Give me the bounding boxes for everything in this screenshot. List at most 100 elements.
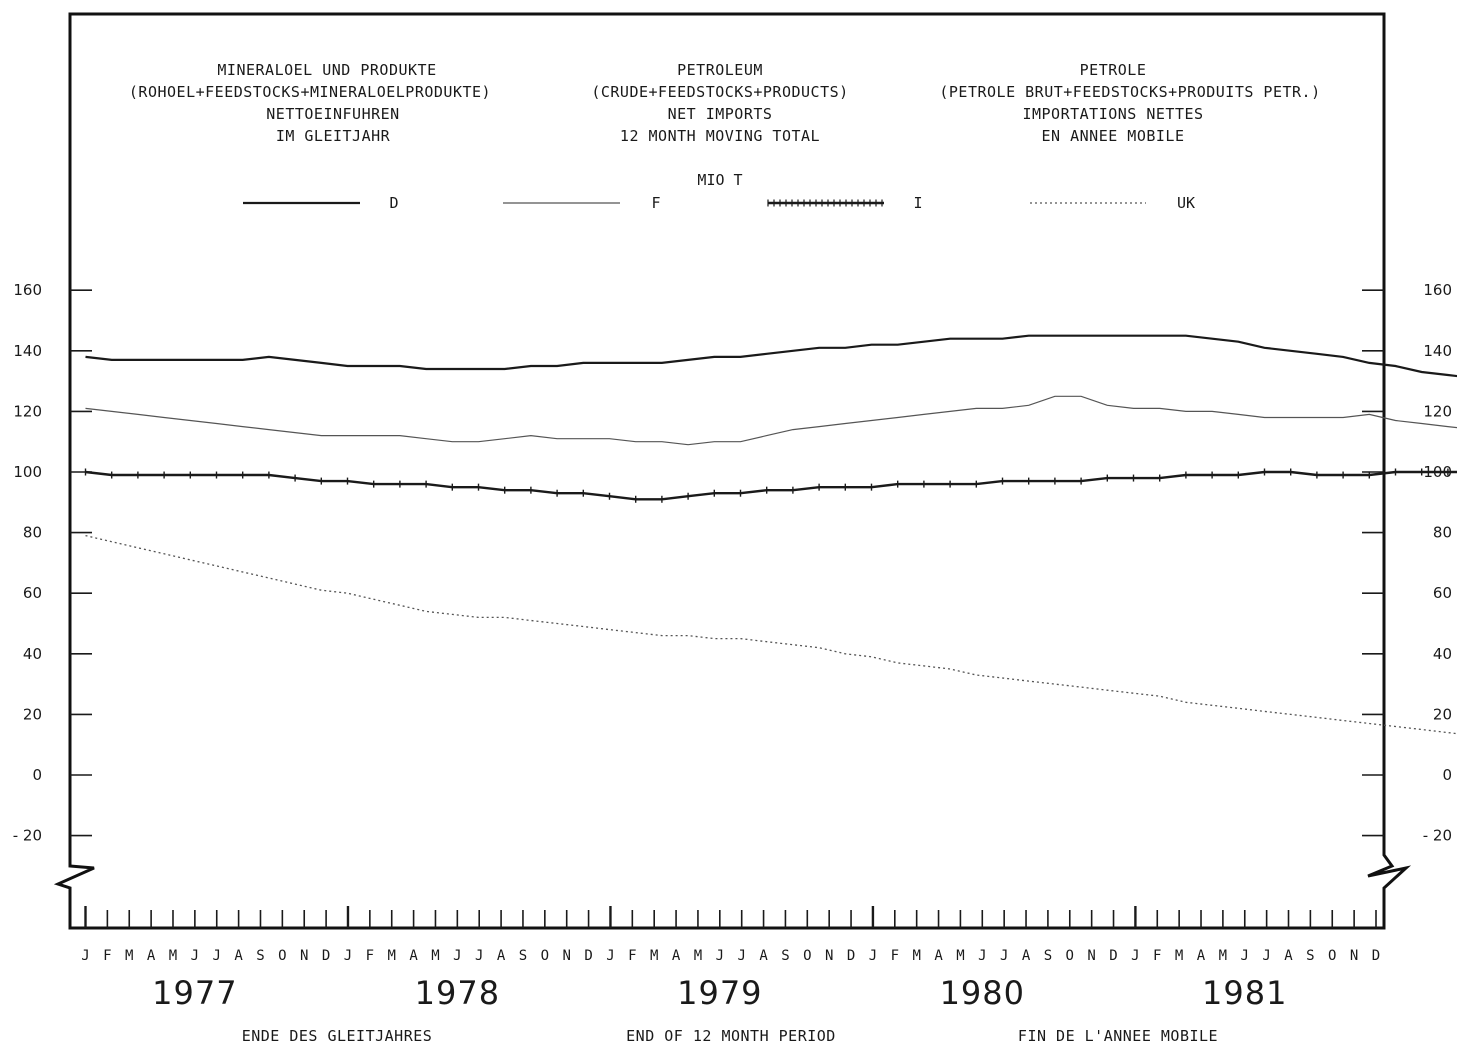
x-month-label: N <box>825 948 833 964</box>
x-month-label: D <box>847 948 855 964</box>
x-month-label: J <box>453 948 461 964</box>
header-en-line-1: PETROLEUM <box>677 61 763 79</box>
x-month-label: F <box>891 948 899 964</box>
series-d <box>85 334 1457 378</box>
legend-item-f: F <box>503 194 661 212</box>
x-month-label: F <box>366 948 374 964</box>
y-tick-label-left: 60 <box>23 584 42 602</box>
y-tick-label-left: 140 <box>13 342 42 360</box>
x-month-label: M <box>125 948 133 964</box>
x-year-label: 1979 <box>677 974 762 1012</box>
header-de-line-2: (ROHOEL+FEEDSTOCKS+MINERALOELPRODUKTE) <box>129 83 491 101</box>
y-tick-label-right: 140 <box>1423 342 1452 360</box>
x-month-label: M <box>912 948 920 964</box>
x-month-label: D <box>1109 948 1117 964</box>
series-i <box>84 468 1457 503</box>
x-year-label: 1977 <box>152 974 237 1012</box>
x-month-label: A <box>1284 948 1293 964</box>
y-tick-label-left: 160 <box>13 281 42 299</box>
y-tick-label-left: - 20 <box>13 827 42 845</box>
header-french: PETROLE (PETROLE BRUT+FEEDSTOCKS+PRODUIT… <box>939 61 1320 145</box>
x-month-label: M <box>1175 948 1183 964</box>
footer-fr: FIN DE L'ANNEE MOBILE <box>1018 1027 1218 1043</box>
header-en-line-4: 12 MONTH MOVING TOTAL <box>620 127 820 145</box>
x-year-label: 1980 <box>940 974 1025 1012</box>
series-line-i <box>85 470 1457 501</box>
x-month-label: A <box>934 948 943 964</box>
y-tick-label-right: 40 <box>1433 645 1452 663</box>
x-month-label: A <box>1197 948 1206 964</box>
y-tick-label-right: 60 <box>1433 584 1452 602</box>
x-month-label: A <box>1022 948 1031 964</box>
x-month-label: A <box>759 948 768 964</box>
x-month-label: J <box>1131 948 1139 964</box>
x-month-label: J <box>344 948 352 964</box>
y-tick-label-left: 100 <box>13 463 42 481</box>
chart-frame <box>53 12 1412 930</box>
x-month-label: J <box>191 948 199 964</box>
x-month-label: D <box>1372 948 1380 964</box>
header-en-line-2: (CRUDE+FEEDSTOCKS+PRODUCTS) <box>591 83 848 101</box>
y-tick-label-right: 120 <box>1423 402 1452 420</box>
x-month-label: J <box>81 948 89 964</box>
plot-area <box>84 334 1457 735</box>
x-month-label: S <box>781 948 789 964</box>
x-month-label: S <box>256 948 264 964</box>
footer: ENDE DES GLEITJAHRES END OF 12 MONTH PER… <box>242 1027 1218 1043</box>
x-month-label: N <box>562 948 570 964</box>
x-month-label: O <box>1328 948 1336 964</box>
x-month-label: J <box>737 948 745 964</box>
x-month-label: D <box>322 948 330 964</box>
x-month-label: M <box>650 948 658 964</box>
footer-en: END OF 12 MONTH PERIOD <box>626 1027 836 1043</box>
series-line-d <box>85 334 1457 378</box>
x-month-label: N <box>1087 948 1095 964</box>
x-month-label: O <box>803 948 811 964</box>
legend-label: D <box>389 194 398 212</box>
legend-item-uk: UK <box>1030 194 1195 212</box>
legend-label: UK <box>1177 194 1195 212</box>
x-month-label: M <box>956 948 964 964</box>
x-month-label: J <box>1241 948 1249 964</box>
x-month-label: J <box>869 948 877 964</box>
legend-item-i: I <box>767 194 923 212</box>
x-month-label: M <box>388 948 396 964</box>
x-month-label: S <box>519 948 527 964</box>
header-english: PETROLEUM (CRUDE+FEEDSTOCKS+PRODUCTS) NE… <box>591 61 848 145</box>
legend-label: F <box>651 194 660 212</box>
y-tick-label-left: 40 <box>23 645 42 663</box>
x-month-label: F <box>628 948 636 964</box>
y-tick-label-right: 80 <box>1433 524 1452 542</box>
x-month-label: J <box>213 948 221 964</box>
header-fr-line-3: IMPORTATIONS NETTES <box>1022 105 1203 123</box>
x-month-label: A <box>497 948 506 964</box>
x-month-label: A <box>672 948 681 964</box>
x-month-label: N <box>1350 948 1358 964</box>
header-fr-line-4: EN ANNEE MOBILE <box>1042 127 1185 145</box>
x-month-label: F <box>103 948 111 964</box>
x-month-label: O <box>1066 948 1074 964</box>
frame-border <box>53 12 1412 930</box>
x-month-label: N <box>300 948 308 964</box>
x-month-label: S <box>1306 948 1314 964</box>
x-month-label: D <box>584 948 592 964</box>
y-tick-label-left: 20 <box>23 705 42 723</box>
legend-label: I <box>913 194 922 212</box>
legend-item-d: D <box>243 194 399 212</box>
x-month-label: J <box>1262 948 1270 964</box>
x-month-label: M <box>169 948 177 964</box>
x-month-label: J <box>475 948 483 964</box>
series-uk <box>85 534 1457 735</box>
unit-label: MIO T <box>697 171 742 189</box>
x-month-label: F <box>1153 948 1161 964</box>
x-month-label: O <box>278 948 286 964</box>
header-en-line-3: NET IMPORTS <box>668 105 773 123</box>
x-month-label: A <box>409 948 418 964</box>
header-fr-line-2: (PETROLE BRUT+FEEDSTOCKS+PRODUITS PETR.) <box>939 83 1320 101</box>
y-tick-label-left: 0 <box>32 766 42 784</box>
y-tick-label-right: 0 <box>1442 766 1452 784</box>
series-line-uk <box>85 534 1457 735</box>
series-line-f <box>85 395 1457 446</box>
